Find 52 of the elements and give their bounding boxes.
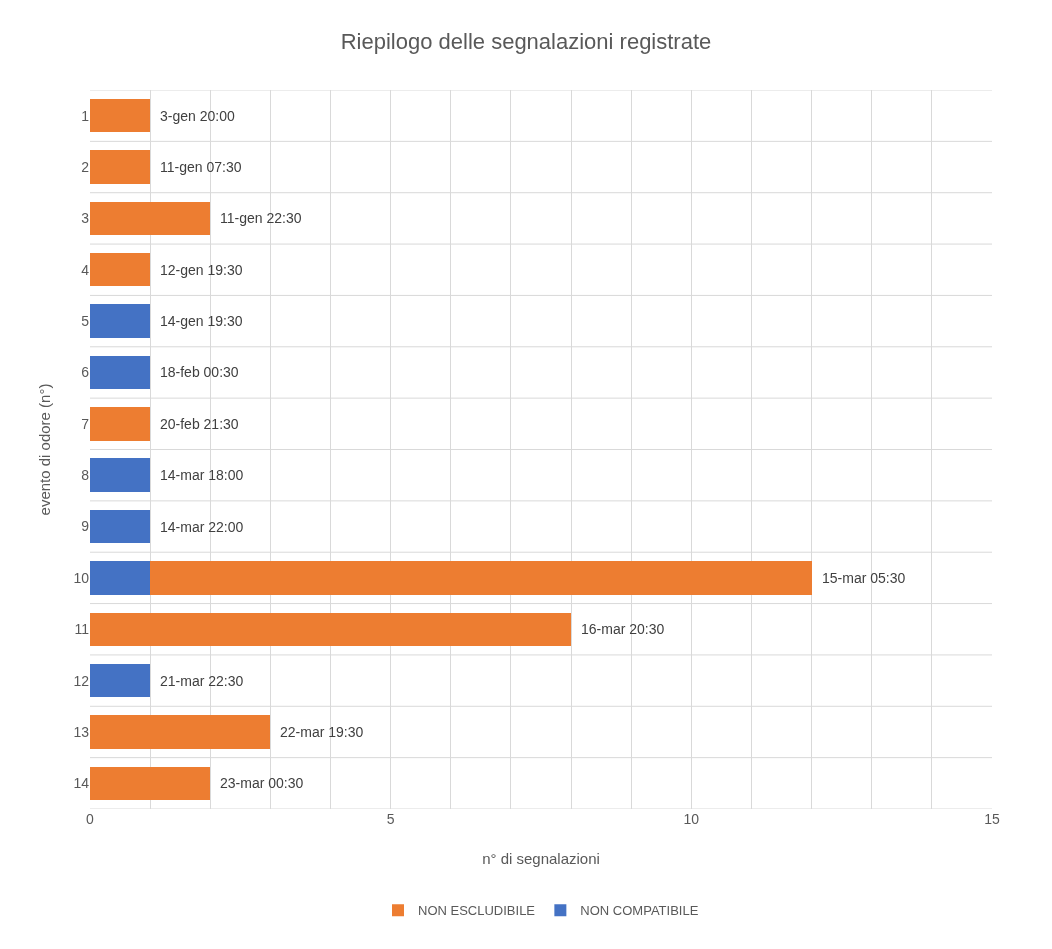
y-tick-label: 1 [81,107,90,124]
y-tick-label: 3 [81,210,90,227]
x-axis-title: n° di segnalazioni [482,850,600,867]
annotation: 14-mar 22:00 [160,519,244,535]
x-tick-label: 5 [386,811,395,827]
y-tick-label: 7 [81,415,90,432]
annotation: 20-feb 21:30 [160,416,239,432]
y-tick-label: 5 [81,313,90,330]
bar [90,253,151,287]
bar [90,98,151,133]
y-tick-label: 8 [81,467,90,484]
bar [90,407,151,441]
annotation: 18-feb 00:30 [160,364,239,380]
bar [90,304,151,338]
bar [90,612,572,646]
bar [90,150,151,184]
x-tick-label: 10 [683,811,700,827]
annotation: 16-mar 20:30 [581,621,665,637]
y-tick-label: 6 [81,364,90,381]
annotation: 11-gen 22:30 [220,210,302,226]
legend-label: NON COMPATIBILE [580,903,699,919]
y-tick-label: 2 [81,158,90,175]
y-tick-label: 14 [73,775,90,792]
y-tick-label: 10 [73,569,90,586]
y-tick-label: 13 [73,723,90,740]
y-tick-label: 11 [74,621,90,638]
x-tick-label: 15 [984,811,1000,827]
annotation: 22-mar 19:30 [280,724,364,740]
y-tick-label: 4 [81,261,90,278]
bar [90,715,271,749]
bar [90,355,151,390]
bar [90,766,211,801]
bar [90,663,151,698]
annotation: 11-gen 07:30 [160,159,242,175]
bar [90,561,151,595]
x-tick-label: 0 [86,811,95,827]
legend-label: NON ESCLUDIBILE [418,903,536,919]
bar [90,509,151,544]
y-tick-label: 9 [81,518,90,535]
bar [90,458,151,492]
annotation: 3-gen 20:00 [160,108,235,124]
bar [90,201,211,236]
y-axis-title: evento di odore (n°) [36,383,53,516]
annotation: 12-gen 19:30 [160,262,243,278]
annotation: 15-mar 05:30 [822,570,906,586]
chart-title: Riepilogo delle segnalazioni registrate [340,28,712,54]
annotation: 14-gen 19:30 [160,313,243,329]
annotation: 23-mar 00:30 [220,775,304,791]
bar [150,561,812,595]
annotation: 21-mar 22:30 [160,673,244,689]
annotation: 14-mar 18:00 [160,467,244,483]
y-tick-label: 12 [73,672,90,689]
